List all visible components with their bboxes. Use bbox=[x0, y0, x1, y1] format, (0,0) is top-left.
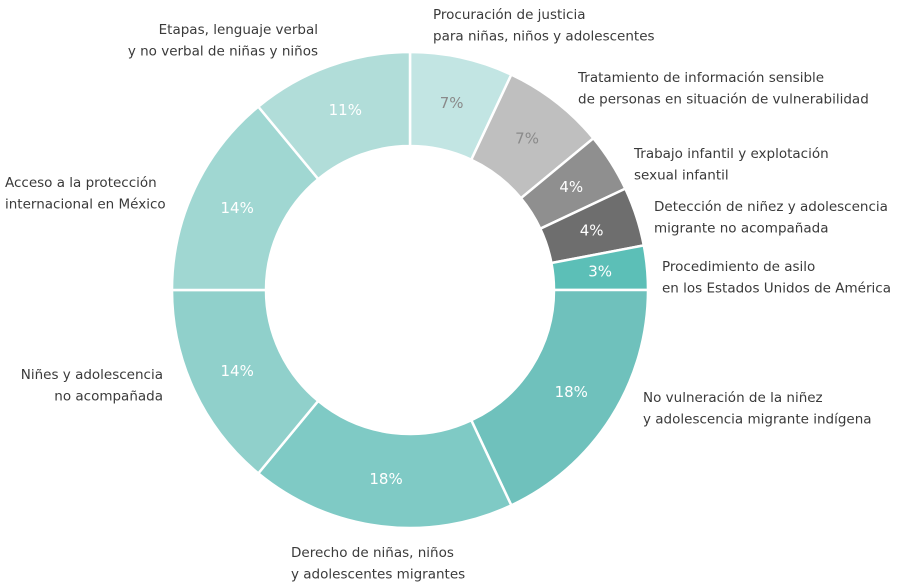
slice-category-label: Procuración de justicia bbox=[433, 7, 586, 23]
slice-category-label: migrante no acompañada bbox=[654, 221, 828, 237]
slice-value-label: 7% bbox=[440, 94, 464, 112]
slice-category-label: Trabajo infantil y explotación bbox=[633, 146, 829, 162]
slice-value-label: 4% bbox=[559, 178, 583, 196]
slice-category-label: Detección de niñez y adolescencia bbox=[654, 199, 888, 215]
slice-category-label: Derecho de niñas, niños bbox=[291, 545, 454, 561]
slice-value-label: 4% bbox=[580, 221, 604, 239]
slice-category-label: Niñes y adolescencia bbox=[21, 367, 163, 383]
slice-category-label: sexual infantil bbox=[634, 168, 729, 184]
slice-category-label: Etapas, lenguaje verbal bbox=[159, 22, 318, 38]
slice-category-label: No vulneración de la niñez bbox=[643, 390, 823, 406]
slice-category-label: Acceso a la protección bbox=[5, 175, 157, 191]
slice-category-label: y adolescentes migrantes bbox=[291, 567, 465, 583]
slice-value-label: 11% bbox=[329, 101, 362, 119]
slice-value-label: 18% bbox=[369, 470, 402, 488]
slice-category-label: en los Estados Unidos de América bbox=[662, 281, 891, 297]
slice-value-label: 14% bbox=[221, 362, 254, 380]
slice-category-label: y no verbal de niñas y niños bbox=[128, 44, 318, 60]
slice-category-label: internacional en México bbox=[5, 197, 166, 213]
slice-category-label: de personas en situación de vulnerabilid… bbox=[578, 92, 869, 108]
slice-category-label: Tratamiento de información sensible bbox=[577, 70, 824, 86]
slice-value-label: 7% bbox=[515, 130, 539, 148]
slice-category-label: y adolescencia migrante indígena bbox=[643, 412, 872, 428]
slice-category-label: no acompañada bbox=[54, 389, 163, 405]
slice-value-label: 18% bbox=[555, 383, 588, 401]
slice-value-label: 14% bbox=[221, 199, 254, 217]
slice-category-label: para niñas, niños y adolescentes bbox=[433, 29, 655, 45]
slice-category-label: Procedimiento de asilo bbox=[662, 259, 815, 275]
donut-slice bbox=[256, 50, 412, 181]
slice-value-label: 3% bbox=[588, 263, 612, 281]
